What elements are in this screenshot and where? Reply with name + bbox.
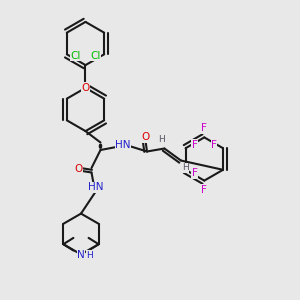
Text: H: H: [158, 135, 165, 144]
Text: Cl: Cl: [70, 51, 81, 61]
Text: F: F: [192, 140, 197, 150]
Text: Cl: Cl: [90, 51, 101, 61]
Text: H: H: [86, 250, 93, 260]
Text: F: F: [192, 168, 197, 178]
Text: F: F: [201, 184, 207, 195]
Text: O: O: [141, 132, 150, 142]
Text: F: F: [201, 123, 207, 134]
Text: HN: HN: [88, 182, 104, 193]
Text: F: F: [211, 140, 217, 150]
Text: HN: HN: [115, 140, 131, 151]
Text: H: H: [182, 164, 189, 172]
Text: O: O: [74, 164, 82, 175]
Text: O: O: [81, 82, 90, 93]
Text: N: N: [77, 250, 85, 260]
